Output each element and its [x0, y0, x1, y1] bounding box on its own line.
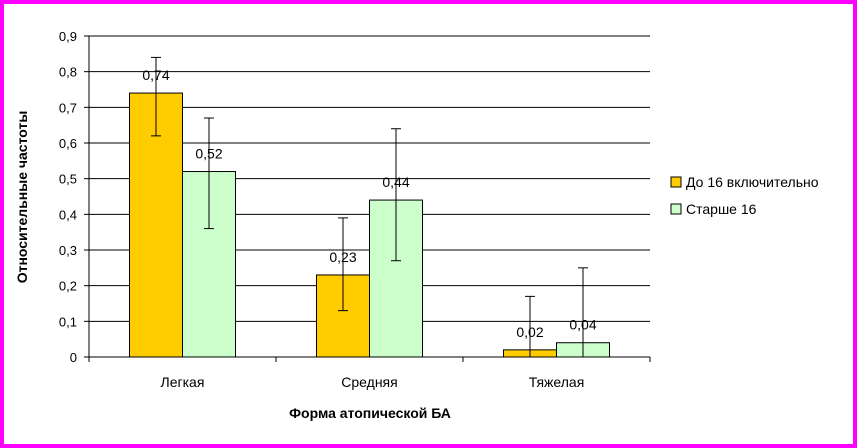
y-tick-label: 0 — [70, 350, 77, 365]
category-label: Средняя — [341, 374, 397, 390]
data-label: 0,04 — [569, 317, 596, 333]
y-axis-title: Относительные частоты — [14, 111, 30, 284]
data-label: 0,02 — [516, 324, 543, 340]
y-tick-label: 0,6 — [59, 136, 77, 151]
bar-1 — [129, 92, 183, 358]
data-label: 0,23 — [329, 249, 356, 265]
legend-label-series-2: Старше 16 — [686, 201, 757, 217]
data-label: 0,44 — [382, 174, 409, 190]
x-axis-title: Форма атопической БА — [289, 405, 451, 421]
y-tick-label: 0,9 — [59, 29, 77, 44]
data-label: 0,74 — [142, 67, 169, 83]
category-label: Тяжелая — [529, 374, 585, 390]
axes — [88, 36, 651, 362]
y-tick-label: 0,3 — [59, 243, 77, 258]
category-label: Легкая — [161, 374, 205, 390]
legend-swatch-series-1 — [670, 176, 682, 188]
y-tick-label: 0,1 — [59, 314, 77, 329]
category-labels: Легкая Средняя Тяжелая — [161, 374, 585, 390]
data-label: 0,52 — [195, 146, 222, 162]
y-tick-label: 0,4 — [59, 207, 77, 222]
y-tick-label: 0,2 — [59, 279, 77, 294]
bars — [129, 92, 610, 358]
y-tick-label: 0,8 — [59, 65, 77, 80]
y-tick-label: 0,5 — [59, 172, 77, 187]
legend-label-series-1: До 16 включительно — [686, 174, 819, 190]
y-axis-ticks: 0 0,1 0,2 0,3 0,4 0,5 0,6 0,7 0,8 0,9 — [59, 29, 89, 365]
legend-swatch-series-2 — [670, 203, 682, 215]
legend: До 16 включительно Старше 16 — [670, 174, 819, 217]
data-labels: 0,74 0,52 0,23 0,44 0,02 0,04 — [142, 67, 596, 340]
y-tick-label: 0,7 — [59, 100, 77, 115]
